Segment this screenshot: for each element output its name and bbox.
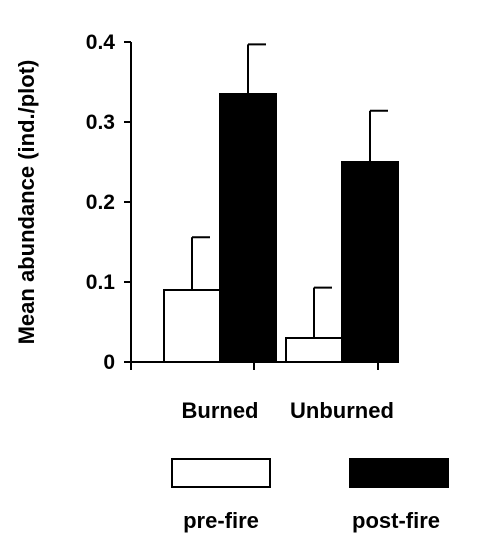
y-axis: 0 0.1 0.2 0.3 0.4 bbox=[86, 31, 132, 374]
y-axis-title: Mean abundance (ind./plot) bbox=[14, 60, 39, 345]
y-tick-label: 0.4 bbox=[86, 31, 116, 54]
y-tick-label: 0 bbox=[103, 351, 115, 374]
legend-label-pre-fire: pre-fire bbox=[183, 508, 259, 533]
y-tick-label: 0.1 bbox=[86, 271, 116, 294]
y-tick-label: 0.2 bbox=[86, 191, 115, 214]
bars-group bbox=[163, 93, 399, 363]
legend-label-post-fire: post-fire bbox=[352, 508, 440, 533]
x-axis bbox=[130, 361, 379, 370]
bar-pre-fire-unburned bbox=[285, 337, 343, 363]
bar-post-fire-burned bbox=[219, 93, 277, 363]
bar-post-fire-unburned bbox=[341, 161, 399, 363]
category-label-unburned: Unburned bbox=[290, 398, 394, 423]
legend: pre-fire post-fire bbox=[171, 458, 449, 533]
category-label-burned: Burned bbox=[182, 398, 259, 423]
category-labels: Burned Unburned bbox=[182, 398, 394, 423]
legend-swatch-pre-fire bbox=[171, 458, 271, 488]
legend-swatch-post-fire bbox=[349, 458, 449, 488]
bar-pre-fire-burned bbox=[163, 289, 221, 363]
error-bars-group bbox=[191, 43, 388, 338]
y-tick-label: 0.3 bbox=[86, 111, 115, 134]
